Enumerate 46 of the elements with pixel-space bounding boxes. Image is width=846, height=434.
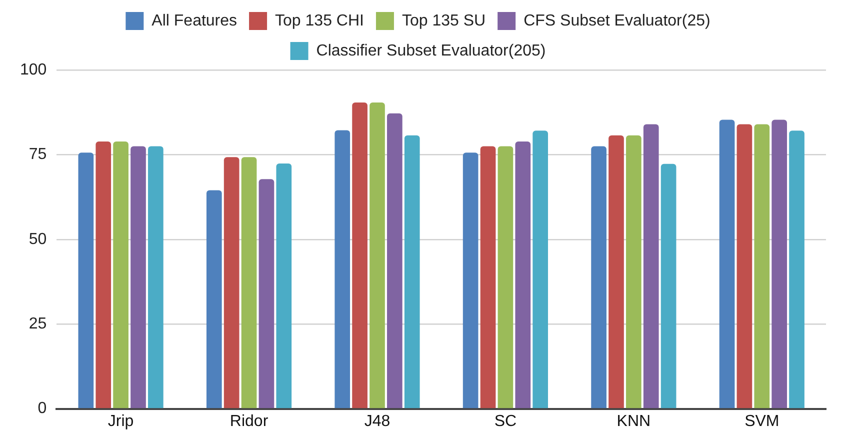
bar: [276, 164, 292, 408]
x-tick-label: Ridor: [230, 412, 269, 430]
bar: [130, 146, 146, 408]
bar: [591, 146, 606, 408]
bar: [78, 152, 94, 408]
bar: [148, 146, 164, 408]
bar: [719, 120, 735, 408]
bar: [206, 190, 222, 408]
bar: [113, 141, 128, 408]
legend-label: All Features: [152, 12, 238, 30]
bar: [334, 130, 350, 408]
bar: [96, 141, 112, 408]
x-tick-label: Jrip: [108, 412, 134, 430]
x-tick-label: KNN: [616, 412, 651, 430]
bar: [608, 135, 624, 408]
bar: [480, 146, 496, 408]
x-tick-label: SC: [494, 412, 517, 430]
bar: [643, 124, 659, 408]
y-tick-label: 75: [28, 146, 47, 164]
x-tick-label: SVM: [744, 412, 780, 430]
legend-label: CFS Subset Evaluator(25): [524, 12, 710, 30]
bar: [736, 124, 752, 408]
bar: [370, 102, 385, 408]
bar: [772, 120, 787, 408]
bar: [789, 130, 804, 408]
bar: [754, 124, 770, 408]
bar: [660, 164, 676, 408]
bar: [626, 135, 642, 408]
y-tick-label: 25: [28, 316, 47, 333]
x-tick-label: J48: [364, 412, 390, 430]
bar: [462, 152, 478, 408]
bar: [387, 113, 402, 408]
legend-label: Top 135 SU: [402, 12, 486, 30]
bar: [241, 157, 257, 408]
bar: [352, 102, 368, 408]
y-tick-label: 0: [38, 400, 47, 418]
y-tick-label: 100: [20, 61, 47, 78]
bar: [224, 157, 240, 408]
bar: [515, 141, 531, 408]
legend-label: Top 135 CHI: [275, 12, 364, 30]
bar: [532, 130, 548, 408]
y-tick-label: 50: [28, 230, 47, 248]
legend-label: Classifier Subset Evaluator(205): [316, 42, 546, 60]
bar: [498, 146, 514, 408]
bar: [258, 179, 274, 408]
bar: [404, 135, 420, 408]
